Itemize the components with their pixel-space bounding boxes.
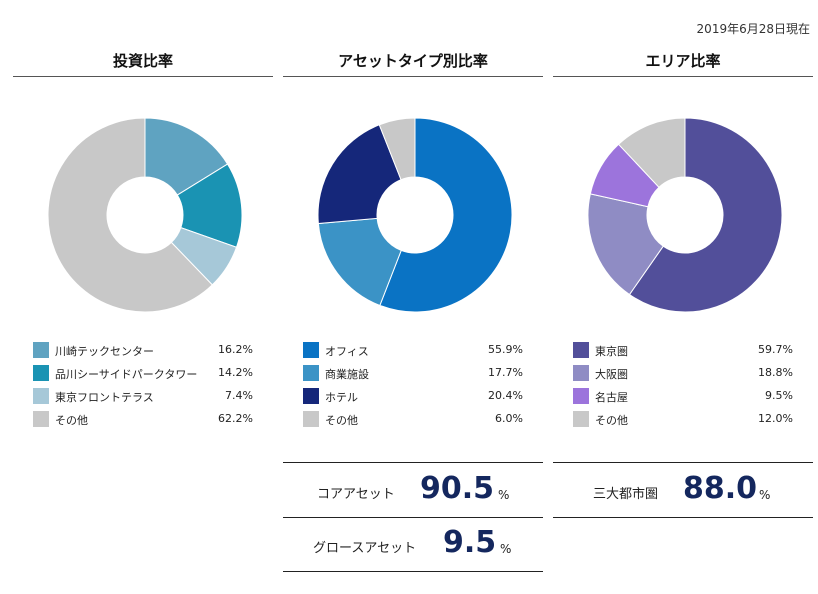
legend-label: 東京フロントテラス [55,391,154,404]
legend-label: 品川シーサイドパークタワー [55,368,198,381]
asset-type-donut [317,117,513,313]
area-ratio-title: エリア比率 [645,52,721,70]
core-asset-box: コアアセット 90.5 % [283,462,543,518]
donut-slice [47,117,213,313]
legend-item: 東京圏 59.7% [573,340,793,363]
legend-item: ホテル 20.4% [303,386,523,409]
donut-slice [379,117,513,313]
donut-slice [317,124,402,225]
legend-value: 9.5% [765,389,793,402]
donut-slice [617,117,686,189]
legend-value: 20.4% [488,389,523,402]
growth-asset-box: グロースアセット 9.5 % [283,517,543,572]
legend-value: 59.7% [758,343,793,356]
metro-area-label: 三大都市圏 [593,487,659,502]
area-ratio-donut [587,117,783,313]
legend-swatch [573,342,589,358]
core-asset-unit: % [498,488,510,502]
legend-value: 18.8% [758,366,793,379]
metro-area-unit: % [759,488,771,502]
donut-slice [378,117,416,181]
legend-swatch [303,342,319,358]
legend-item: 東京フロントテラス 7.4% [33,386,253,409]
investment-ratio-panel: 投資比率 川崎テックセンター 16.2% 品川シーサイドパークタワー 14.2% 東京フ… [13,0,273,594]
legend-swatch [573,365,589,381]
title-divider [13,76,273,77]
legend-swatch [303,411,319,427]
legend-swatch [33,411,49,427]
legend-value: 55.9% [488,343,523,356]
legend-item: その他 12.0% [573,409,793,432]
growth-asset-value: 9.5 [443,525,497,560]
legend-item: 川崎テックセンター 16.2% [33,340,253,363]
asset-type-legend: オフィス 55.9% 商業施設 17.7% ホテル 20.4% その他 6.0% [303,340,523,432]
legend-label: 名古屋 [595,391,628,404]
legend-label: その他 [55,414,88,427]
area-ratio-legend: 東京圏 59.7% 大阪圏 18.8% 名古屋 9.5% その他 12.0% [573,340,793,432]
asset-type-panel: アセットタイプ別比率 オフィス 55.9% 商業施設 17.7% ホテル 20.4% その他… [283,0,543,594]
legend-label: その他 [595,414,628,427]
core-asset-value: 90.5 [420,471,495,506]
legend-swatch [303,365,319,381]
legend-swatch [33,388,49,404]
investment-ratio-title: 投資比率 [112,52,173,70]
donut-slice [587,193,664,296]
legend-label: その他 [325,414,358,427]
growth-asset-label: グロースアセット [313,541,417,556]
legend-label: 商業施設 [325,368,369,381]
legend-swatch [573,411,589,427]
legend-label: オフィス [325,345,369,358]
legend-label: 東京圏 [595,345,628,358]
as-of-date: 2019年6月28日現在 [696,22,810,36]
legend-swatch [303,388,319,404]
asset-type-title: アセットタイプ別比率 [338,52,488,70]
legend-label: 大阪圏 [595,368,628,381]
title-divider [553,76,813,77]
legend-item: その他 6.0% [303,409,523,432]
legend-value: 6.0% [495,412,523,425]
legend-swatch [33,365,49,381]
legend-value: 62.2% [218,412,253,425]
legend-item: 大阪圏 18.8% [573,363,793,386]
legend-value: 17.7% [488,366,523,379]
investment-ratio-donut [47,117,243,313]
growth-asset-unit: % [500,542,512,556]
metro-area-box: 三大都市圏 88.0 % [553,462,813,518]
core-asset-label: コアアセット [317,487,395,502]
legend-item: オフィス 55.9% [303,340,523,363]
title-divider [283,76,543,77]
legend-item: 品川シーサイドパークタワー 14.2% [33,363,253,386]
investment-ratio-legend: 川崎テックセンター 16.2% 品川シーサイドパークタワー 14.2% 東京フロントテラ… [33,340,253,432]
legend-label: ホテル [325,391,358,404]
area-ratio-panel: エリア比率 東京圏 59.7% 大阪圏 18.8% 名古屋 9.5% その他 12.0% 三大… [553,0,813,594]
legend-label: 川崎テックセンター [55,345,154,358]
legend-value: 12.0% [758,412,793,425]
legend-item: 名古屋 9.5% [573,386,793,409]
legend-value: 14.2% [218,366,253,379]
donut-slice [317,217,402,307]
legend-item: その他 62.2% [33,409,253,432]
donut-slice [144,117,229,196]
legend-swatch [573,388,589,404]
legend-item: 商業施設 17.7% [303,363,523,386]
legend-value: 7.4% [225,389,253,402]
metro-area-value: 88.0 [683,471,758,506]
legend-value: 16.2% [218,343,253,356]
legend-swatch [33,342,49,358]
donut-slice [628,117,783,313]
